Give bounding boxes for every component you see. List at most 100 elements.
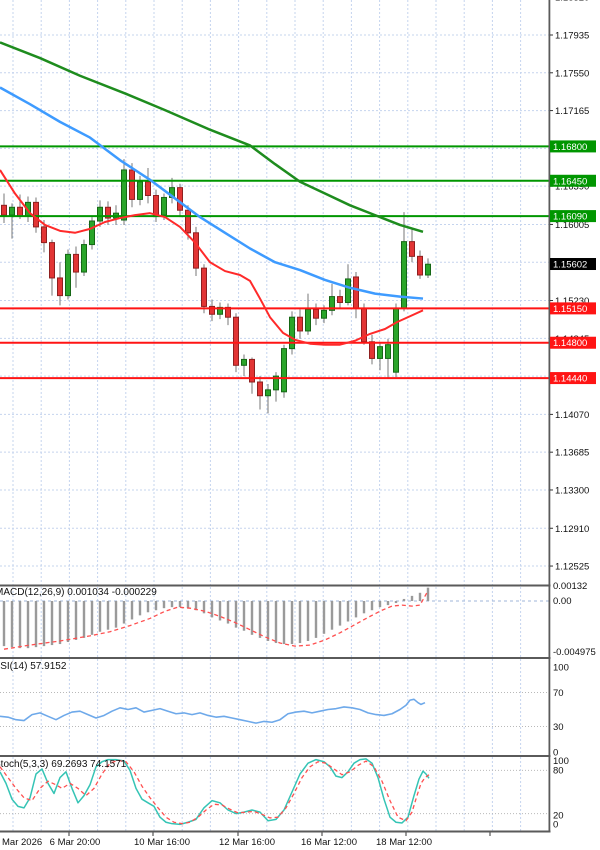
price-tick-label: 1.12910 (555, 524, 589, 535)
macd-histogram-bar (202, 601, 206, 614)
stoch-axis-label: 80 (553, 766, 564, 777)
price-badge-label: 1.14440 (553, 374, 587, 385)
stoch-indicator-label: Stoch(5,3,3) 69.2693 74.1571 (0, 759, 127, 770)
bear-candle (369, 341, 375, 359)
bear-candle (337, 296, 343, 303)
macd-histogram-bar (106, 601, 110, 630)
date-label: 16 Mar 12:00 (301, 837, 357, 848)
macd-panel (0, 587, 549, 650)
macd-histogram-bar (138, 601, 142, 616)
stoch-d-line (0, 759, 430, 825)
macd-histogram-bar (354, 601, 358, 618)
macd-histogram-bar (74, 601, 78, 640)
price-badge-label: 1.15602 (553, 260, 587, 271)
price-badge-label: 1.16800 (553, 142, 587, 153)
bull-candle (401, 241, 407, 309)
macd-histogram-bar (386, 601, 390, 606)
date-label: 10 Mar 16:00 (134, 837, 190, 848)
rsi-panel (0, 692, 549, 727)
macd-histogram-bar (114, 601, 118, 628)
price-badge (550, 140, 596, 153)
price-tick-label: 1.16390 (555, 182, 589, 193)
bull-candle (321, 309, 327, 319)
bear-candle (209, 305, 215, 315)
bull-candle (289, 316, 295, 350)
bear-candle (233, 316, 239, 366)
macd-histogram-bar (154, 601, 158, 611)
bull-candle (425, 263, 431, 276)
ma-fast-red-line (0, 169, 424, 346)
macd-axis-label: 0.00132 (553, 581, 587, 592)
bull-candle (89, 220, 95, 246)
bear-candle (129, 169, 135, 200)
macd-indicator-label: MACD(12,26,9) 0.001034 -0.000229 (0, 587, 157, 598)
macd-axis-label: -0.004975 (553, 647, 596, 658)
price-tick-label: 1.14070 (555, 410, 589, 421)
macd-histogram-bar (90, 601, 94, 635)
macd-histogram-bar (162, 601, 166, 609)
macd-histogram-bar (58, 601, 62, 645)
candles-layer (1, 159, 431, 414)
macd-histogram-bar (50, 601, 54, 646)
macd-histogram-bar (234, 601, 238, 628)
axis-border (548, 0, 551, 832)
price-axis: 1.18320 1.17935 1.17550 1.17165 1.16390 1.160… (550, 0, 596, 831)
price-badge (550, 336, 596, 349)
bear-candle (49, 242, 55, 279)
price-badge (550, 372, 596, 385)
bull-candle (385, 344, 391, 359)
bear-candle (57, 277, 63, 297)
macd-histogram-bar (26, 601, 30, 649)
macd-histogram-bar (34, 601, 38, 648)
grid-layer (0, 0, 549, 831)
macd-histogram-bar (362, 601, 366, 614)
price-badge (550, 258, 596, 271)
bull-candle (329, 296, 335, 311)
bear-candle (313, 308, 319, 319)
rsi-axis-label: 100 (553, 663, 569, 674)
macd-histogram-bar (410, 595, 414, 601)
macd-histogram-bar (218, 601, 222, 621)
rsi-axis-label: 70 (553, 688, 564, 699)
macd-histogram-bar (298, 601, 302, 644)
bear-candle (201, 267, 207, 307)
macd-histogram-bar (210, 601, 214, 618)
bear-candle (41, 226, 47, 244)
macd-histogram-bar (194, 601, 198, 611)
macd-histogram-bar (306, 601, 310, 641)
stoch-k-line (0, 758, 430, 826)
bear-candle (257, 381, 263, 397)
bear-candle (409, 241, 415, 257)
macd-histogram-bar (370, 601, 374, 611)
bear-candle (353, 276, 359, 309)
macd-histogram-bar (394, 601, 398, 604)
bull-candle (273, 375, 279, 391)
macd-histogram-bar (322, 601, 326, 634)
price-tick-label: 1.17935 (555, 31, 589, 42)
macd-axis-label: 0.00 (553, 596, 572, 607)
sr-lines-layer[interactable] (0, 145, 549, 380)
bull-candle (9, 206, 15, 216)
bear-candle (1, 204, 7, 216)
macd-histogram-bar (250, 601, 254, 635)
date-label: Mar 2026 (2, 837, 42, 848)
bull-candle (137, 181, 143, 200)
macd-histogram-bar (18, 601, 22, 649)
rsi-axis-label: 30 (553, 722, 564, 733)
stoch-panel (0, 758, 549, 826)
bull-candle (241, 358, 247, 366)
macd-histogram-bar (226, 601, 230, 624)
macd-histogram-bar (330, 601, 334, 630)
price-tick-label: 1.15230 (555, 296, 589, 307)
price-badge-label: 1.14800 (553, 338, 587, 349)
macd-histogram-bar (258, 601, 262, 638)
ma-slow-green-line (0, 41, 424, 234)
rsi-axis-label: 0 (553, 748, 558, 759)
macd-histogram-bar (314, 601, 318, 638)
macd-histogram-bar (338, 601, 342, 626)
macd-histogram-bar (2, 601, 6, 647)
macd-histogram-bar (178, 601, 182, 608)
macd-histogram-bar (146, 601, 150, 613)
